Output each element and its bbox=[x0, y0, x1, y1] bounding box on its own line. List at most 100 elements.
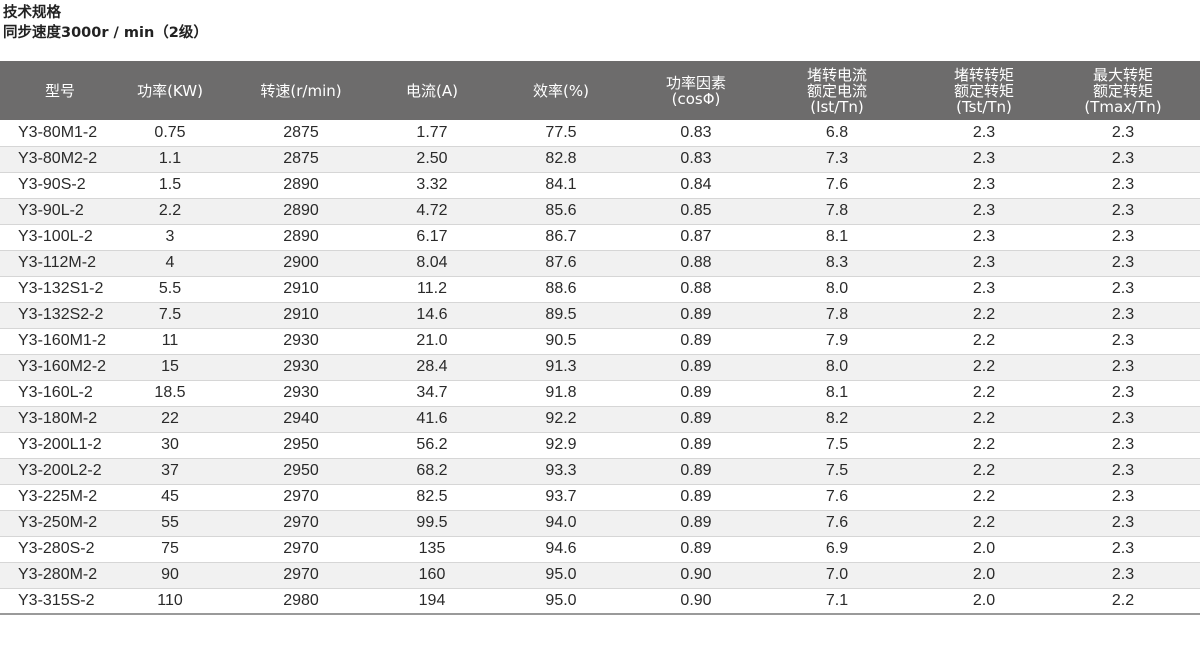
page-heading: 技术规格 同步速度3000r / min（2级） bbox=[3, 3, 208, 43]
table-cell: 0.84 bbox=[640, 172, 752, 199]
table-cell: 8.0 bbox=[752, 276, 922, 303]
table-cell: 2.2 bbox=[922, 328, 1046, 355]
table-cell: 2.0 bbox=[922, 588, 1046, 615]
table-cell: 3 bbox=[120, 224, 220, 251]
table-row: Y3-280S-2 75 2970 135 94.6 0.89 6.9 2.0 2.3 bbox=[0, 536, 1200, 563]
table-cell: 89.5 bbox=[482, 302, 640, 329]
table-cell: 2970 bbox=[220, 536, 382, 563]
table-header: 型号 功率(KW) 转速(r/min) 电流(A) 效率(%) 功率因素 (cosΦ) 堵转电… bbox=[0, 61, 1200, 120]
model-cell: Y3-180M-2 bbox=[0, 406, 120, 433]
table-cell: 5.5 bbox=[120, 276, 220, 303]
table-cell: 0.90 bbox=[640, 588, 752, 615]
model-cell: Y3-80M1-2 bbox=[0, 120, 120, 147]
table-row: Y3-200L2-2 37 2950 68.2 93.3 0.89 7.5 2.2 2.3 bbox=[0, 458, 1200, 485]
table-cell: 94.0 bbox=[482, 510, 640, 537]
table-cell: 11 bbox=[120, 328, 220, 355]
table-row: Y3-250M-2 55 2970 99.5 94.0 0.89 7.6 2.2 2.3 bbox=[0, 510, 1200, 537]
table-cell: 68.2 bbox=[382, 458, 482, 485]
table-cell: 87.6 bbox=[482, 250, 640, 277]
table-cell: 2.3 bbox=[922, 250, 1046, 277]
model-cell: Y3-132S2-2 bbox=[0, 302, 120, 329]
table-cell: 11.2 bbox=[382, 276, 482, 303]
page-title: 技术规格 bbox=[3, 5, 61, 21]
table-cell: 7.9 bbox=[752, 328, 922, 355]
table-cell: 2910 bbox=[220, 276, 382, 303]
table-cell: 0.90 bbox=[640, 562, 752, 589]
column-header-line: 额定电流 bbox=[806, 81, 867, 100]
table-cell: 0.89 bbox=[640, 536, 752, 563]
table-cell: 7.0 bbox=[752, 562, 922, 589]
table-cell: 2930 bbox=[220, 380, 382, 407]
column-header: 堵转电流 额定电流 (Ist/Tn) bbox=[752, 61, 922, 120]
table-cell: 2.2 bbox=[922, 406, 1046, 433]
table-cell: 94.6 bbox=[482, 536, 640, 563]
table-cell: 0.75 bbox=[120, 120, 220, 147]
table-cell: 45 bbox=[120, 484, 220, 511]
table-cell: 2970 bbox=[220, 510, 382, 537]
column-header: 转速(r/min) bbox=[220, 61, 382, 120]
table-cell: 1.77 bbox=[382, 120, 482, 147]
model-cell: Y3-100L-2 bbox=[0, 224, 120, 251]
table-cell: 2.3 bbox=[1046, 484, 1200, 511]
table-row: Y3-315S-2 110 2980 194 95.0 0.90 7.1 2.0 2.2 bbox=[0, 588, 1200, 615]
column-header-line: (Tmax/Tn) bbox=[1084, 97, 1162, 116]
table-cell: 56.2 bbox=[382, 432, 482, 459]
model-cell: Y3-200L1-2 bbox=[0, 432, 120, 459]
table-cell: 135 bbox=[382, 536, 482, 563]
table-cell: 55 bbox=[120, 510, 220, 537]
table-cell: 7.3 bbox=[752, 146, 922, 173]
table-cell: 7.6 bbox=[752, 172, 922, 199]
column-header: 效率(%) bbox=[482, 61, 640, 120]
table-cell: 2.2 bbox=[922, 302, 1046, 329]
table-cell: 8.0 bbox=[752, 354, 922, 381]
table-cell: 84.1 bbox=[482, 172, 640, 199]
table-cell: 2.3 bbox=[1046, 510, 1200, 537]
table-cell: 2.3 bbox=[1046, 354, 1200, 381]
table-cell: 2.3 bbox=[1046, 120, 1200, 147]
table-cell: 2980 bbox=[220, 588, 382, 615]
model-cell: Y3-90L-2 bbox=[0, 198, 120, 225]
table-cell: 90 bbox=[120, 562, 220, 589]
table-cell: 15 bbox=[120, 354, 220, 381]
table-cell: 2950 bbox=[220, 432, 382, 459]
table-cell: 7.6 bbox=[752, 510, 922, 537]
model-cell: Y3-112M-2 bbox=[0, 250, 120, 277]
model-cell: Y3-225M-2 bbox=[0, 484, 120, 511]
table-row: Y3-160L-2 18.5 2930 34.7 91.8 0.89 8.1 2.2 2.3 bbox=[0, 380, 1200, 407]
table-cell: 2.50 bbox=[382, 146, 482, 173]
table-cell: 14.6 bbox=[382, 302, 482, 329]
table-row: Y3-225M-2 45 2970 82.5 93.7 0.89 7.6 2.2 2.3 bbox=[0, 484, 1200, 511]
table-cell: 2.2 bbox=[922, 432, 1046, 459]
table-cell: 2.3 bbox=[1046, 198, 1200, 225]
table-cell: 2.3 bbox=[1046, 432, 1200, 459]
table-cell: 110 bbox=[120, 588, 220, 615]
table-cell: 8.2 bbox=[752, 406, 922, 433]
table-cell: 2.3 bbox=[1046, 172, 1200, 199]
table-cell: 0.89 bbox=[640, 510, 752, 537]
column-header-line: 堵转转矩 bbox=[953, 65, 1014, 84]
table-cell: 2.0 bbox=[922, 562, 1046, 589]
column-header-line: 电流(A) bbox=[406, 81, 458, 100]
table-body: Y3-80M1-2 0.75 2875 1.77 77.5 0.83 6.8 2.3 2.3 Y3… bbox=[0, 120, 1200, 615]
table-cell: 8.1 bbox=[752, 380, 922, 407]
table-cell: 28.4 bbox=[382, 354, 482, 381]
table-row: Y3-132S2-2 7.5 2910 14.6 89.5 0.89 7.8 2.2 2.3 bbox=[0, 302, 1200, 329]
table-cell: 0.83 bbox=[640, 146, 752, 173]
column-header-line: (Tst/Tn) bbox=[956, 97, 1012, 116]
table-cell: 0.89 bbox=[640, 328, 752, 355]
header-row: 型号 功率(KW) 转速(r/min) 电流(A) 效率(%) 功率因素 (cosΦ) 堵转电… bbox=[0, 61, 1200, 120]
table-cell: 95.0 bbox=[482, 588, 640, 615]
model-cell: Y3-132S1-2 bbox=[0, 276, 120, 303]
column-header-line: 型号 bbox=[44, 81, 75, 100]
model-cell: Y3-160L-2 bbox=[0, 380, 120, 407]
table-cell: 2970 bbox=[220, 562, 382, 589]
table-cell: 90.5 bbox=[482, 328, 640, 355]
table-cell: 2900 bbox=[220, 250, 382, 277]
table-cell: 0.89 bbox=[640, 354, 752, 381]
column-header-line: 效率(%) bbox=[533, 81, 589, 100]
table-cell: 6.9 bbox=[752, 536, 922, 563]
table-cell: 2.2 bbox=[922, 510, 1046, 537]
table-cell: 0.85 bbox=[640, 198, 752, 225]
table-cell: 21.0 bbox=[382, 328, 482, 355]
table-cell: 2875 bbox=[220, 146, 382, 173]
